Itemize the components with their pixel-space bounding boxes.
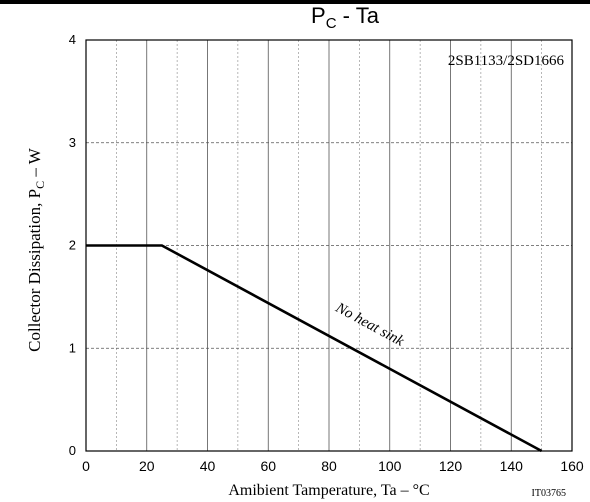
y-tick-label-4: 4 <box>69 32 76 47</box>
y-label-rest: – W <box>25 147 44 181</box>
y-label-sub: C <box>33 181 47 189</box>
x-tick-label-60: 60 <box>260 458 276 474</box>
x-tick-label-140: 140 <box>500 458 524 474</box>
title-main: P <box>311 3 326 28</box>
y-label-main: Collector Dissipation, P <box>25 189 44 352</box>
x-tick-label-80: 80 <box>321 458 337 474</box>
x-axis-label: Amibient Tamperature, Ta – °C <box>228 482 429 499</box>
x-tick-label-0: 0 <box>82 458 90 474</box>
y-axis-label: Collector Dissipation, PC – W <box>25 147 47 352</box>
part-number-label: 2SB1133/2SD1666 <box>448 53 565 69</box>
figure-code-label: IT03765 <box>532 488 566 499</box>
title-sub: C <box>326 15 337 32</box>
x-tick-label-120: 120 <box>439 458 463 474</box>
y-tick-labels: 0 1 2 3 4 <box>69 32 76 458</box>
chart-title: PC - Ta <box>311 3 380 32</box>
y-tick-label-1: 1 <box>69 340 76 355</box>
y-tick-label-2: 2 <box>69 238 76 253</box>
x-tick-label-40: 40 <box>200 458 216 474</box>
y-tick-label-0: 0 <box>69 443 76 458</box>
x-tick-label-20: 20 <box>139 458 155 474</box>
y-tick-label-3: 3 <box>69 135 76 150</box>
series-line-0 <box>86 244 543 453</box>
title-rest: - Ta <box>337 3 380 28</box>
series-group <box>86 244 543 453</box>
x-tick-labels: 0 20 40 60 80 100 120 140 160 <box>82 458 584 474</box>
x-tick-label-100: 100 <box>378 458 402 474</box>
grid <box>86 40 572 451</box>
top-bar <box>0 0 590 4</box>
x-tick-label-160: 160 <box>560 458 584 474</box>
